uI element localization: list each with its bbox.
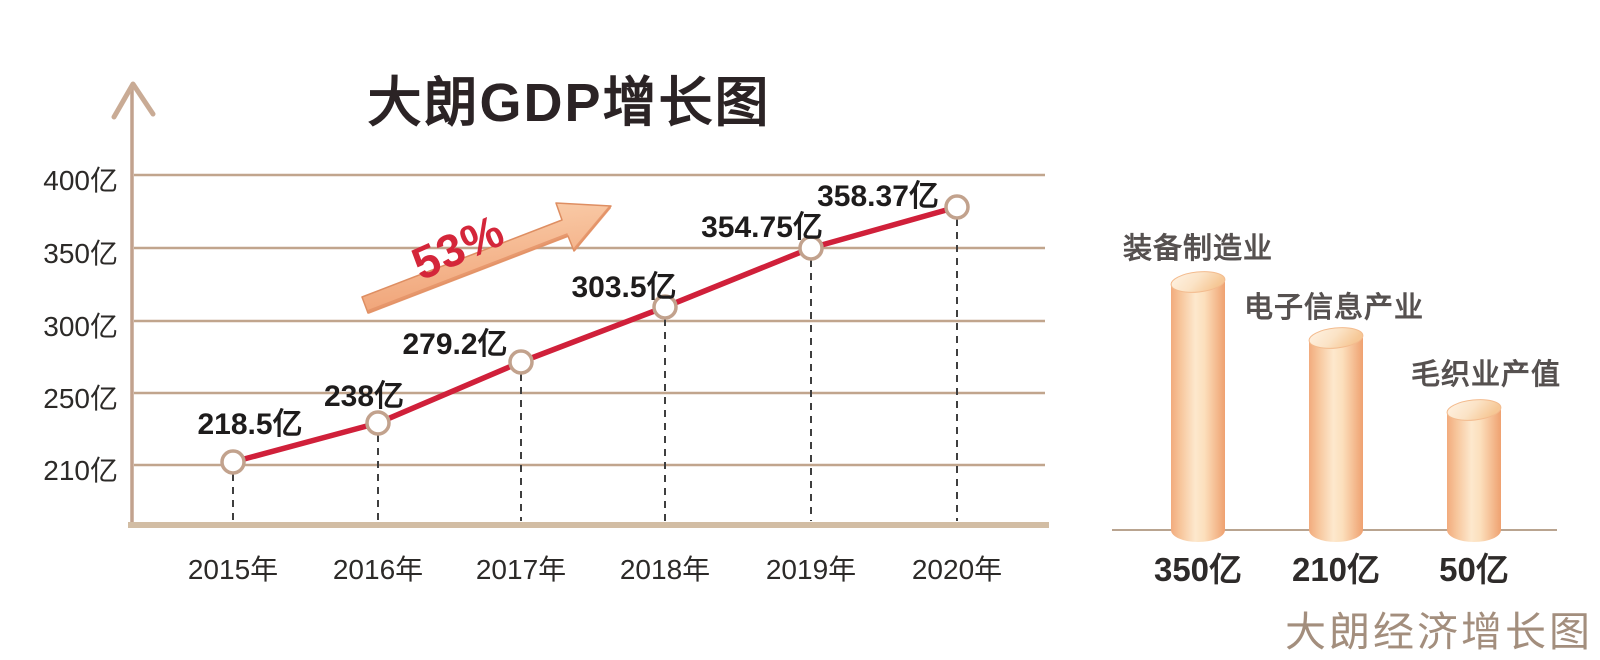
cylinder-top-cap [1170, 271, 1226, 293]
growth-arrow-bevel [572, 206, 612, 251]
growth-arrow-bevel [367, 233, 569, 314]
y-axis-tick: 300亿 [43, 311, 118, 342]
data-point-label: 218.5亿 [197, 408, 303, 441]
cylinder-bar [1171, 282, 1225, 542]
data-point-label: 354.75亿 [701, 211, 823, 244]
y-axis-arrowhead-icon [111, 81, 156, 120]
bar-label: 电子信息产业 [1243, 292, 1425, 324]
x-axis-tick: 2017年 [475, 554, 567, 585]
y-axis-tick: 210亿 [43, 455, 118, 486]
data-point-marker [508, 349, 534, 375]
data-point-marker [798, 235, 824, 261]
cylinder-bar [1309, 338, 1363, 542]
bar-value-label: 350亿 [1153, 551, 1243, 588]
data-point-marker [220, 449, 246, 475]
x-axis-baseline [128, 522, 1049, 528]
data-point-label: 303.5亿 [571, 271, 677, 304]
cylinder-top-cap [1446, 399, 1502, 421]
x-axis-tick: 2018年 [619, 554, 711, 585]
bar-label: 装备制造业 [1122, 233, 1274, 265]
data-point-label: 279.2亿 [402, 328, 508, 361]
bar-value-label: 210亿 [1291, 551, 1381, 588]
gdp-line-series [230, 204, 960, 465]
x-axis-tick: 2016年 [332, 554, 424, 585]
bar-label: 毛织业产值 [1410, 359, 1562, 391]
data-point-marker [944, 194, 970, 220]
data-point-label: 238亿 [323, 380, 405, 413]
y-axis-tick: 250亿 [43, 383, 118, 414]
cylinder-bar [1447, 410, 1501, 542]
gdp-chart-title: 大朗GDP增长图 [367, 73, 771, 133]
data-point-label: 358.37亿 [817, 180, 939, 213]
y-axis-tick: 400亿 [43, 165, 118, 196]
x-axis-tick: 2015年 [187, 554, 279, 585]
bar-value-label: 50亿 [1439, 551, 1509, 588]
industry-chart-caption: 大朗经济增长图 [1285, 609, 1593, 655]
data-point-marker [652, 294, 678, 320]
data-point-marker [365, 410, 391, 436]
cylinder-top-cap [1308, 327, 1364, 349]
x-axis-tick: 2019年 [765, 554, 857, 585]
x-axis-tick: 2020年 [911, 554, 1003, 585]
y-axis-tick: 350亿 [43, 238, 118, 269]
